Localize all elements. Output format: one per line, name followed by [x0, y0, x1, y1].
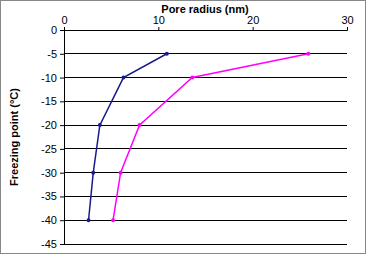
- tick-label: -25: [41, 143, 57, 155]
- tick-label: 20: [247, 14, 259, 26]
- grid-line: [64, 148, 347, 149]
- tick-mark: [253, 27, 254, 30]
- title: Pore radius (nm): [161, 3, 249, 15]
- marker: [91, 171, 95, 175]
- grid: [64, 30, 347, 244]
- tick-mark: [60, 125, 64, 126]
- tick-mark: [158, 27, 159, 30]
- tick-label: -5: [47, 48, 57, 60]
- plot-area: [87, 52, 311, 222]
- tick-label: -30: [41, 167, 57, 179]
- tick-label: -45: [41, 238, 57, 250]
- tick-mark: [60, 54, 64, 55]
- chart-border: [1, 1, 366, 254]
- grid-line: [64, 244, 347, 245]
- series-line: [113, 54, 308, 220]
- tick-label: 10: [153, 14, 165, 26]
- tick-mark: [60, 173, 64, 174]
- tick-mark: [347, 27, 348, 30]
- y-tick: -10: [41, 72, 64, 84]
- y-axis: 0 -5 -10 -15 -20 -25 -30 -35 -40 -45: [41, 24, 64, 250]
- y-tick: -45: [41, 238, 64, 250]
- y-tick: -15: [41, 95, 64, 107]
- tick-mark: [60, 196, 64, 197]
- y-tick: -5: [47, 48, 64, 60]
- grid-line: [64, 220, 347, 221]
- tick-label: -10: [41, 72, 57, 84]
- tick-label: -20: [41, 119, 57, 131]
- marker: [87, 218, 91, 222]
- tick-mark: [60, 30, 64, 31]
- grid-line: [64, 125, 347, 126]
- x-axis: 0 10 20 30: [61, 14, 353, 31]
- marker: [98, 123, 102, 127]
- grid-line: [64, 196, 347, 197]
- grid-line: [64, 172, 347, 173]
- x-tick: 0: [61, 14, 67, 30]
- chart: 0 -5 -10 -15 -20 -25 -30 -35 -40 -45 0 10 20 30 Pore r…: [0, 0, 366, 254]
- y-tick: -25: [41, 143, 64, 155]
- axis-line: [65, 27, 348, 31]
- y-tick: -30: [41, 167, 64, 179]
- tick-label: -40: [41, 214, 57, 226]
- x-tick: 30: [341, 14, 353, 30]
- y-axis-title: Freezing point (°C): [8, 88, 20, 186]
- y-tick: -40: [41, 214, 64, 226]
- tick-label: -15: [41, 95, 57, 107]
- series-line: [89, 54, 167, 220]
- marker: [119, 171, 123, 175]
- tick-mark: [64, 27, 65, 30]
- tick-label: 0: [51, 24, 57, 36]
- y-tick: -35: [41, 190, 64, 202]
- x-tick: 20: [247, 14, 259, 30]
- marker: [190, 76, 194, 80]
- tick-mark: [60, 78, 64, 79]
- axis-line: [60, 31, 65, 245]
- grid-line: [64, 101, 347, 102]
- marker: [111, 218, 115, 222]
- marker: [306, 52, 310, 56]
- marker: [165, 52, 169, 56]
- y-tick: -20: [41, 119, 64, 131]
- tick-label: 0: [61, 14, 67, 26]
- tick-mark: [60, 244, 64, 245]
- tick-label: -35: [41, 190, 57, 202]
- marker: [137, 123, 141, 127]
- grid-line: [64, 77, 347, 78]
- x-tick: 10: [153, 14, 165, 30]
- tick-mark: [60, 220, 64, 221]
- tick-mark: [60, 101, 64, 102]
- tick-label: 30: [341, 14, 353, 26]
- tick-mark: [60, 149, 64, 150]
- marker: [121, 76, 125, 80]
